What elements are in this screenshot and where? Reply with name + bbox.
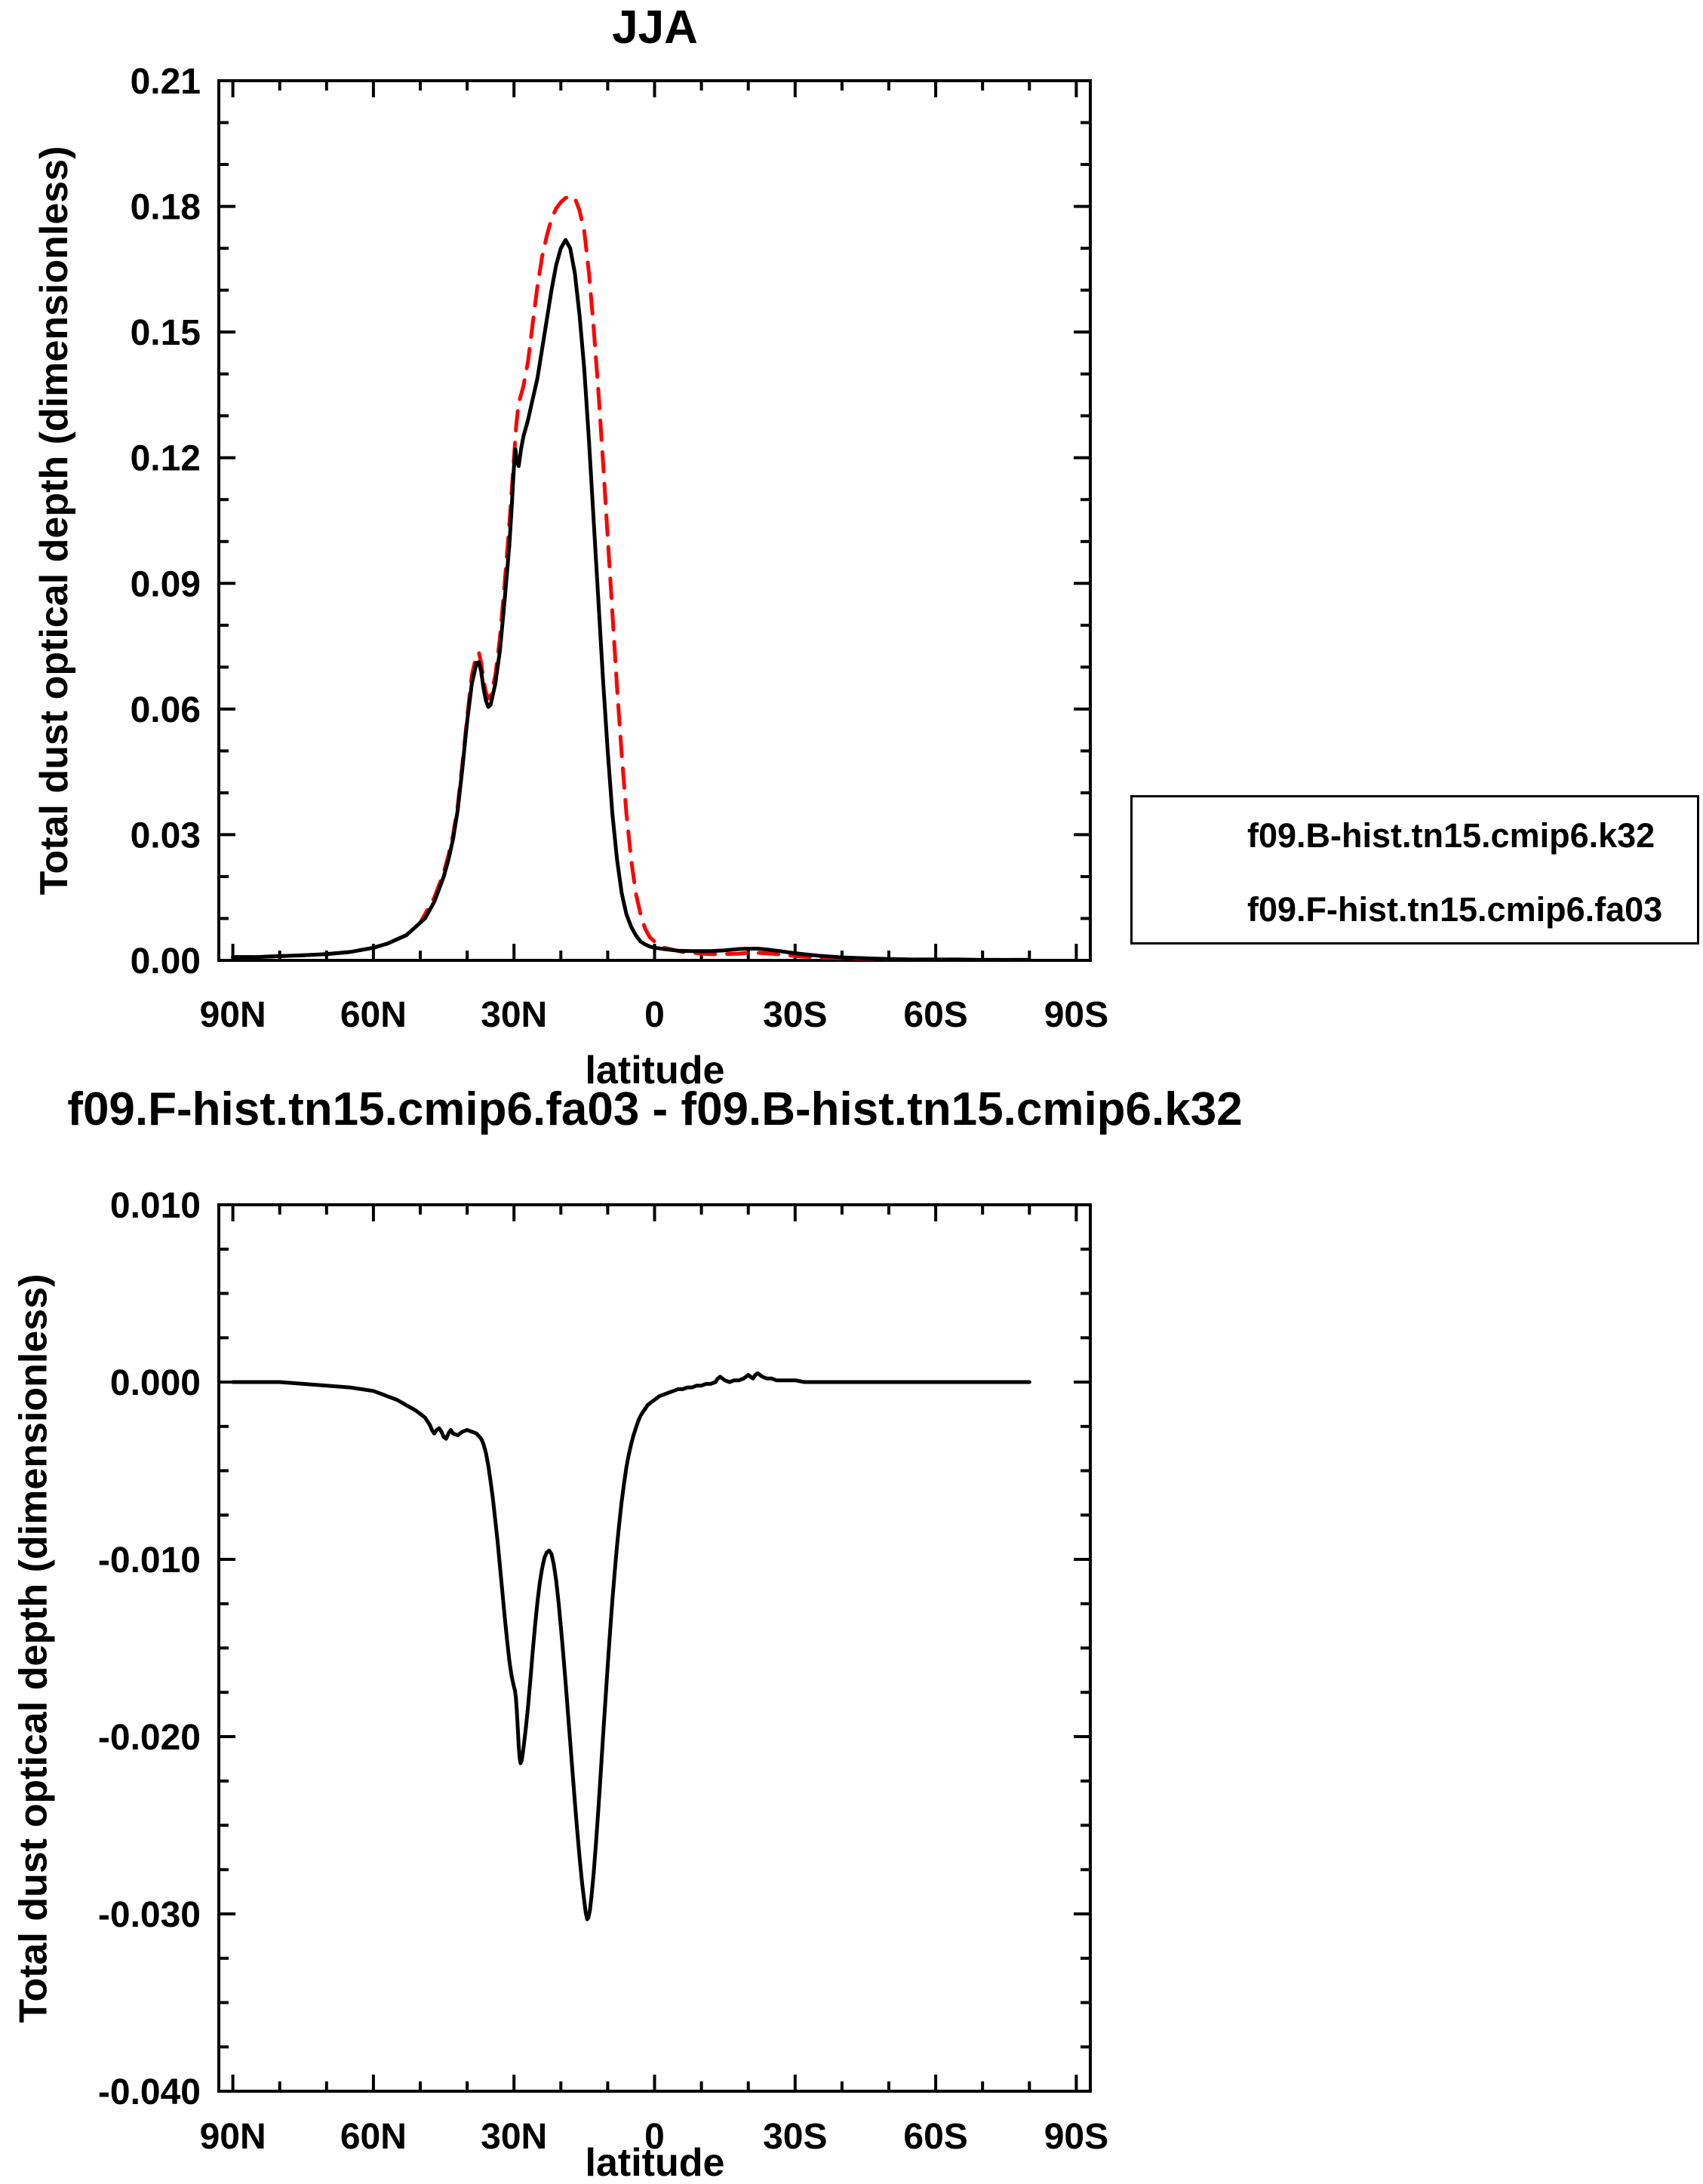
tick-labels: 90N 60N 30N 0 30S 60S 90S 0.00 0.03 0.06 0.09 0.12 0… [131,62,1109,1035]
legend-entry-b-hist: f09.B-hist.tn15.cmip6.k32 [1247,816,1655,855]
top-plot: 90N 60N 30N 0 30S 60S 90S 0.00 0.03 0.06 0.09 0.12 0… [131,62,1109,1035]
bottom-plot: 90N 60N 30N 0 30S 60S 90S 0.010 0.000 -0.010 -0.02… [98,1186,1108,2157]
y-tick-label: 0.06 [131,690,201,730]
x-tick-label: 90S [1044,995,1108,1035]
y-tick-label: 0.15 [131,313,201,353]
series-line-0 [231,1371,1031,1921]
x-tick-label: 30N [481,2117,547,2157]
bottom-chart-title: f09.F-hist.tn15.cmip6.fa03 - f09.B-hist.… [67,1083,1243,1135]
bottom-chart-x-axis-title: latitude [585,2141,725,2184]
top-chart-x-axis-title: latitude [585,1049,725,1092]
y-tick-label: 0.010 [110,1186,201,1226]
series-line-0 [231,194,1031,962]
y-tick-label: 0.18 [131,188,201,228]
x-tick-label: 60N [340,2117,407,2157]
y-tick-label: 0.03 [131,816,201,855]
x-tick-label: 0 [644,2117,665,2157]
plot-frame [217,1203,1092,2093]
x-tick-label: 0 [644,995,665,1035]
legend-box: f09.B-hist.tn15.cmip6.k32 f09.F-hist.tn1… [1130,795,1699,945]
x-tick-label: 90S [1044,2117,1108,2157]
x-tick-label: 60N [340,995,407,1035]
y-tick-label: 0.12 [131,439,201,479]
y-tick-label: 0.09 [131,564,201,604]
x-tick-label: 30N [481,995,547,1035]
y-tick-label: -0.030 [98,1895,201,1935]
axis-ticks [219,79,1090,962]
plot-frame [217,79,1092,962]
x-tick-label: 90N [200,995,266,1035]
legend-entry-f-hist: f09.F-hist.tn15.cmip6.fa03 [1247,890,1663,929]
series-line-1 [231,238,1031,962]
tick-labels: 90N 60N 30N 0 30S 60S 90S 0.010 0.000 -0.010 -0.02… [98,1186,1108,2157]
y-tick-label: 0.21 [131,62,201,102]
x-tick-label: 90N [200,2117,266,2157]
x-tick-label: 30S [763,995,827,1035]
y-tick-label: 0.000 [110,1363,201,1403]
y-tick-label: -0.010 [98,1540,201,1580]
y-tick-label: 0.00 [131,941,201,981]
axis-ticks [219,1203,1090,2093]
top-chart-y-axis-title: Total dust optical depth (dimensionless) [32,146,76,895]
x-tick-label: 30S [763,2117,827,2157]
bottom-chart-y-axis-title: Total dust optical depth (dimensionless) [11,1273,56,2023]
y-tick-label: -0.040 [98,2072,201,2112]
x-tick-label: 60S [903,2117,967,2157]
y-tick-label: -0.020 [98,1718,201,1758]
top-chart-title: JJA [612,2,698,54]
x-tick-label: 60S [903,995,967,1035]
